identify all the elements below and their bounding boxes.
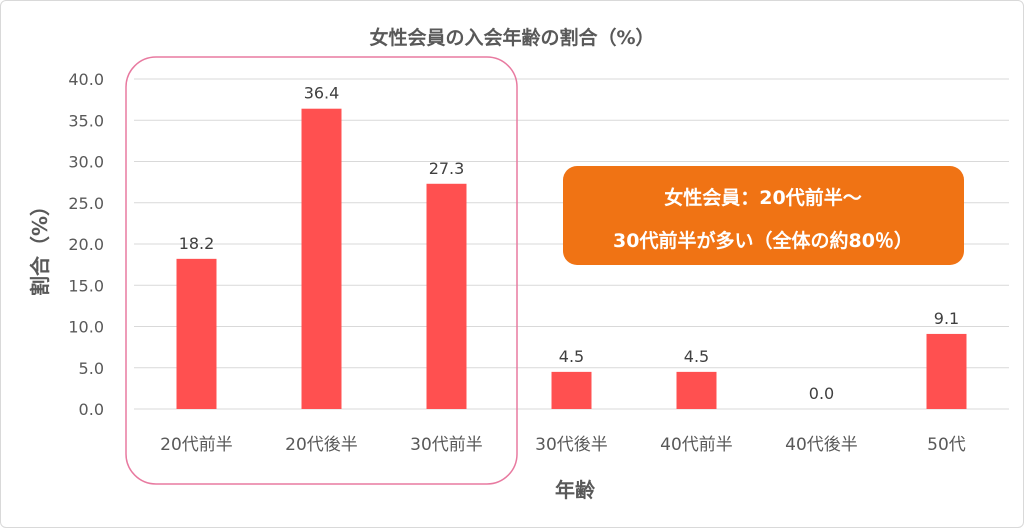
x-axis-title: 年齢 — [555, 478, 596, 502]
annotation-line-2: 30代前半が多い（全体の約80％） — [613, 229, 913, 252]
y-tick-label: 40.0 — [68, 70, 104, 89]
chart-title: 女性会員の入会年齢の割合（%） — [369, 26, 654, 49]
x-tick-label: 40代前半 — [660, 435, 733, 455]
y-axis-ticks: 0.0 5.0 10.0 15.0 20.0 25.0 30.0 35.0 40.0 — [68, 70, 104, 419]
x-tick-label: 20代後半 — [285, 435, 358, 455]
x-axis-categories: 20代前半 20代後半 30代前半 30代後半 40代前半 40代後半 50代 — [160, 435, 966, 455]
highlight-box — [125, 56, 518, 485]
bar — [301, 108, 342, 409]
data-label: 36.4 — [304, 84, 340, 103]
bars — [176, 108, 967, 409]
bar — [426, 183, 467, 409]
annotation-callout: 女性会員：20代前半〜 30代前半が多い（全体の約80％） — [563, 166, 964, 265]
y-axis-title: 割合（%） — [28, 196, 52, 296]
bar — [176, 258, 217, 409]
bar — [676, 371, 717, 409]
x-tick-label: 40代後半 — [785, 435, 858, 455]
y-tick-label: 0.0 — [79, 400, 104, 419]
x-tick-label: 30代前半 — [410, 435, 483, 455]
y-tick-label: 15.0 — [68, 276, 104, 295]
x-tick-label: 30代後半 — [535, 435, 608, 455]
x-tick-label: 20代前半 — [160, 435, 233, 455]
annotation-box — [563, 166, 964, 265]
y-tick-label: 20.0 — [68, 235, 104, 254]
y-tick-label: 30.0 — [68, 153, 104, 172]
y-tick-label: 35.0 — [68, 111, 104, 130]
x-tick-label: 50代 — [927, 435, 966, 455]
bar — [551, 371, 592, 409]
data-label: 27.3 — [429, 159, 465, 178]
data-label: 0.0 — [809, 384, 834, 403]
data-label: 9.1 — [934, 309, 959, 328]
bar — [926, 333, 967, 409]
data-label: 18.2 — [179, 234, 215, 253]
y-tick-label: 25.0 — [68, 194, 104, 213]
annotation-line-1: 女性会員：20代前半〜 — [664, 186, 861, 209]
y-tick-label: 10.0 — [68, 318, 104, 337]
y-tick-label: 5.0 — [79, 359, 104, 378]
data-label: 4.5 — [559, 347, 584, 366]
data-label: 4.5 — [684, 347, 709, 366]
data-labels: 18.2 36.4 27.3 4.5 4.5 0.0 9.1 — [179, 84, 960, 403]
